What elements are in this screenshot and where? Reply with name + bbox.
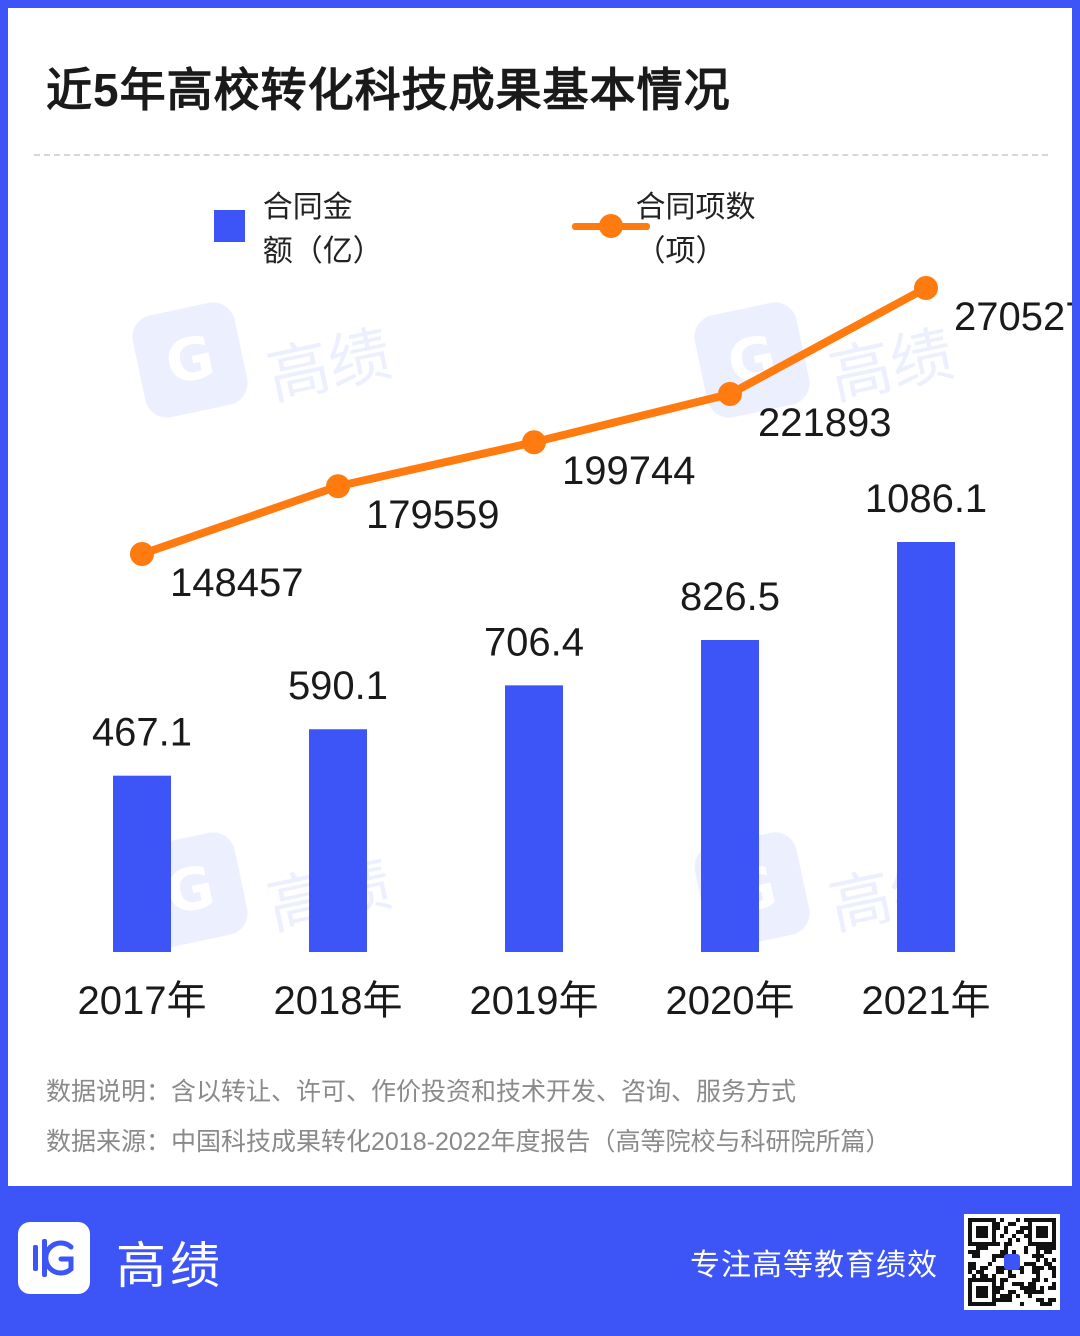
bar-2019年 <box>505 685 563 952</box>
line-value-label: 199744 <box>562 449 695 493</box>
bar-2018年 <box>309 729 367 952</box>
x-tick-label: 2017年 <box>78 979 207 1023</box>
line-point-2017年 <box>130 542 154 566</box>
bar-value-label: 826.5 <box>680 575 780 619</box>
bar-2021年 <box>897 542 955 952</box>
data-source: 数据来源：中国科技成果转化2018-2022年度报告（高等院校与科研院所篇） <box>46 1128 891 1156</box>
combo-chart: 467.1 590.1 706.4 826.5 1086.1 148457 179559 19… <box>78 276 1072 1023</box>
bar-value-label: 590.1 <box>288 664 388 708</box>
legend-item-amount: 合同金额（亿） <box>214 191 383 268</box>
bar-value-label: 1086.1 <box>865 477 987 521</box>
legend-label-amount: 合同金额（亿） <box>262 191 383 268</box>
legend-label-count: 合同项数（项） <box>635 191 756 268</box>
bar-value-label: 467.1 <box>92 711 192 755</box>
chart-card: 近5年高校转化科技成果基本情况 G 高绩 G 高绩 G 高绩 G 高绩 合同金额… <box>8 8 1072 1186</box>
line-point-2021年 <box>914 276 938 300</box>
line-value-label: 179559 <box>366 493 499 537</box>
legend-line-swatch <box>572 211 650 241</box>
line-value-label: 148457 <box>170 561 303 605</box>
bar-value-label: 706.4 <box>484 620 584 664</box>
line-value-label: 221893 <box>758 401 891 445</box>
legend-bar-swatch <box>214 210 245 242</box>
footer-brand: 高绩 <box>116 1237 224 1295</box>
footer-slogan: 专注高等教育绩效 <box>690 1249 938 1282</box>
x-tick-label: 2021年 <box>862 979 991 1023</box>
line-point-2018年 <box>326 474 350 499</box>
qr-code-icon <box>964 1214 1060 1310</box>
x-tick-label: 2018年 <box>274 979 403 1023</box>
x-tick-label: 2019年 <box>470 979 599 1023</box>
line-point-2020年 <box>718 381 742 406</box>
line-point-2019年 <box>522 430 546 455</box>
data-explanation: 数据说明：含以转让、许可、作价投资和技术开发、咨询、服务方式 <box>46 1078 797 1106</box>
title-divider <box>34 154 1048 156</box>
legend-item-count: 合同项数（项） <box>572 191 758 268</box>
bar-2020年 <box>701 639 759 952</box>
bar-2017年 <box>113 775 171 952</box>
line-value-label: 270527 <box>954 295 1072 339</box>
brand-logo-icon <box>18 1222 90 1294</box>
x-tick-label: 2020年 <box>666 979 795 1023</box>
chart-title: 近5年高校转化科技成果基本情况 <box>46 64 731 116</box>
